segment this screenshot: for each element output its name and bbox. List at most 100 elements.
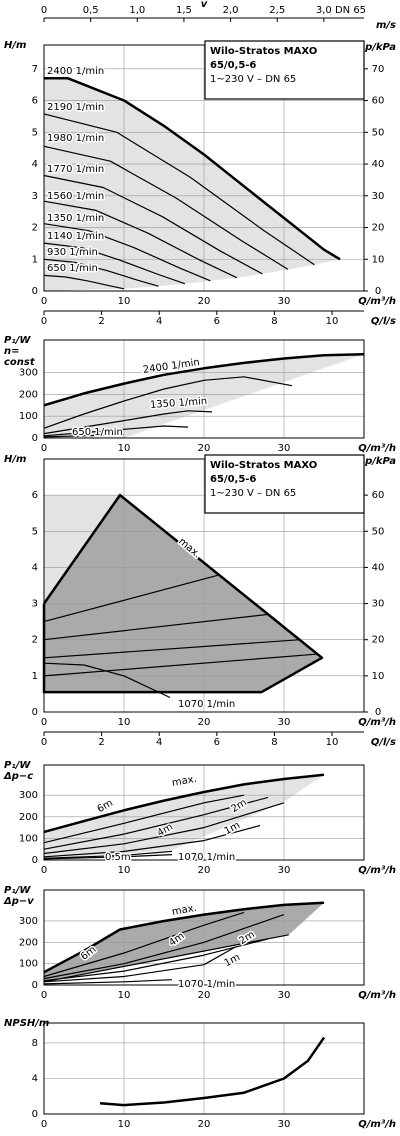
x-tick-label: 10 [118,990,131,1001]
y-tick-label: 100 [19,959,38,970]
y2-tick-label: 40 [372,562,385,573]
curve [43,376,293,429]
y-tick-label: 7 [32,64,38,75]
x-tick-label: 0 [41,717,47,728]
curve [43,662,171,699]
curve-label: 1350 1/min [47,213,104,224]
x-tick-label: 20 [198,296,211,307]
plot-frame [43,44,365,292]
x-tick-label: 10 [118,443,131,454]
curve [44,77,341,261]
curve-label: 930 1/min [47,247,98,258]
x-axis-label: Q/m³/h [358,296,396,307]
y2-tick-label: 10 [372,254,385,265]
y2-axis-label: p/kPa [364,42,396,53]
x2-tick-label: 8 [271,737,277,748]
y-axis-label: NPSH/m [4,1018,49,1029]
curve [43,914,285,980]
x-axis-label: Q/m³/h [358,717,396,728]
y2-axis-label: p/kPa [364,456,396,467]
curve [43,352,365,407]
y-axis-label: H/m [4,454,26,465]
curve [43,425,189,437]
curve [43,979,173,985]
y2-tick-label: 60 [372,96,385,107]
note: 1~230 V – DN 65 [210,488,296,499]
curve [43,200,238,279]
curve [43,574,221,623]
curve [43,901,325,974]
title: Wilo-Stratos MAXO [210,460,317,471]
curve-label: 2400 1/min [47,66,104,77]
title-box [204,40,365,100]
title: Wilo-Stratos MAXO [210,46,317,57]
subtitle: 65/0,5-6 [210,60,256,71]
curve [43,653,317,677]
curve-label: 1070 1/min [178,979,235,990]
x-tick-label: 20 [198,717,211,728]
y-tick-label: 8 [32,1038,38,1049]
x-axis-label: Q/m³/h [358,865,396,876]
y2-tick-label: 10 [372,671,385,682]
x-tick-label: 30 [278,865,291,876]
plot-frame [43,889,365,986]
curve [43,274,125,290]
y-tick-label: 0 [32,1109,38,1120]
y-axis-label: H/m [4,40,26,51]
x-tick-label: 30 [278,443,291,454]
x2-tick-label: 0 [41,316,47,327]
y-axis-label: Δp−c [3,771,33,782]
x-tick-label: 0 [41,1119,47,1130]
x-tick-label: 30 [278,717,291,728]
curve [42,493,324,694]
y-tick-label: 4 [32,1073,38,1084]
x2-axis-label: Q/l/s [371,316,396,327]
y-tick-label: 6 [32,96,38,107]
y2-tick-label: 40 [372,159,385,170]
x-tick-label: 20 [198,1119,211,1130]
y-tick-label: 6 [32,490,38,501]
y-axis-label: Δp−v [3,896,34,907]
y2-tick-label: 60 [372,490,385,501]
x-tick-label: 20 [198,443,211,454]
x-axis-label: Q/m³/h [358,1119,396,1130]
y-tick-label: 300 [19,790,38,801]
curve [43,794,245,844]
plot-frame [43,764,365,861]
x-tick-label: 10 [118,1119,131,1130]
curve-label: 0.5m [105,852,131,863]
y2-tick-label: 30 [372,599,385,610]
curve [43,113,315,266]
y-tick-label: 5 [32,127,38,138]
x2-tick-label: 6 [214,737,220,748]
curve [43,145,289,270]
x-axis-label: Q/m³/h [358,443,396,454]
x-tick-label: 30 [278,990,291,1001]
y-tick-label: 4 [32,562,38,573]
x-tick-label: 2,0 [223,5,239,16]
y-axis-label: P₁/W [4,885,31,896]
curve-label: 1140 1/min [47,231,104,242]
x-tick-label: 30 [278,1119,291,1130]
y-tick-label: 3 [32,191,38,202]
y-tick-label: 0 [32,433,38,444]
y2-tick-label: 50 [372,526,385,537]
x2-tick-label: 0 [41,737,47,748]
x-tick-label: 0 [41,296,47,307]
y-tick-label: 200 [19,812,38,823]
area [44,78,340,291]
x2-tick-label: 10 [326,316,339,327]
y-tick-label: 2 [32,635,38,646]
x-tick-label: 3,0 DN 65 [316,5,366,16]
y-tick-label: 0 [32,855,38,866]
y-tick-label: 1 [32,254,38,265]
curve [43,613,269,641]
x2-axis-label: Q/l/s [371,737,396,748]
y-tick-label: 4 [32,159,38,170]
y-tick-label: 200 [19,937,38,948]
curve [43,934,289,983]
y-tick-label: 2 [32,223,38,234]
x-tick-label: 0 [41,990,47,1001]
